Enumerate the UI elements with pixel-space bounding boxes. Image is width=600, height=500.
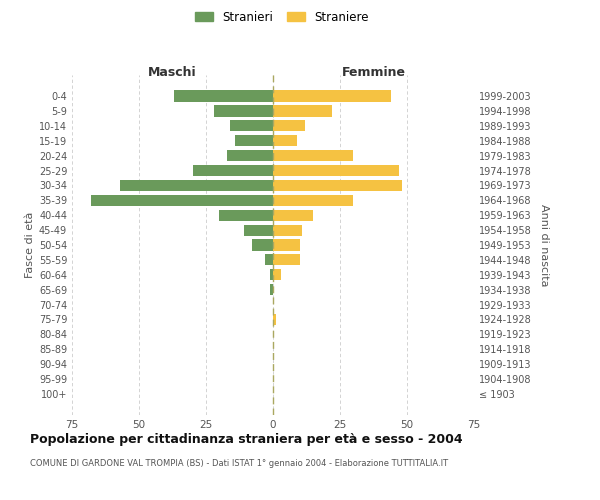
Bar xyxy=(273,314,275,325)
Bar xyxy=(214,106,273,117)
Bar xyxy=(273,254,300,266)
Bar xyxy=(273,150,353,161)
Bar xyxy=(273,240,300,250)
Bar xyxy=(273,165,399,176)
Bar xyxy=(174,90,273,102)
Bar xyxy=(273,224,302,235)
Bar xyxy=(273,106,332,117)
Bar xyxy=(91,194,273,206)
Bar xyxy=(235,135,273,146)
Bar xyxy=(265,254,273,266)
Text: COMUNE DI GARDONE VAL TROMPIA (BS) - Dati ISTAT 1° gennaio 2004 - Elaborazione T: COMUNE DI GARDONE VAL TROMPIA (BS) - Dat… xyxy=(30,459,448,468)
Bar xyxy=(273,135,297,146)
Bar xyxy=(244,224,273,235)
Bar xyxy=(230,120,273,132)
Text: Popolazione per cittadinanza straniera per età e sesso - 2004: Popolazione per cittadinanza straniera p… xyxy=(30,432,463,446)
Bar xyxy=(271,269,273,280)
Bar xyxy=(193,165,273,176)
Y-axis label: Anni di nascita: Anni di nascita xyxy=(539,204,548,286)
Bar xyxy=(273,194,353,206)
Bar xyxy=(120,180,273,191)
Bar xyxy=(220,210,273,221)
Legend: Stranieri, Straniere: Stranieri, Straniere xyxy=(190,6,374,28)
Bar xyxy=(273,210,313,221)
Bar xyxy=(273,120,305,132)
Text: Femmine: Femmine xyxy=(341,66,406,79)
Bar xyxy=(273,180,401,191)
Y-axis label: Fasce di età: Fasce di età xyxy=(25,212,35,278)
Bar xyxy=(251,240,273,250)
Bar xyxy=(271,284,273,296)
Text: Maschi: Maschi xyxy=(148,66,197,79)
Bar xyxy=(273,269,281,280)
Bar xyxy=(227,150,273,161)
Bar xyxy=(273,90,391,102)
